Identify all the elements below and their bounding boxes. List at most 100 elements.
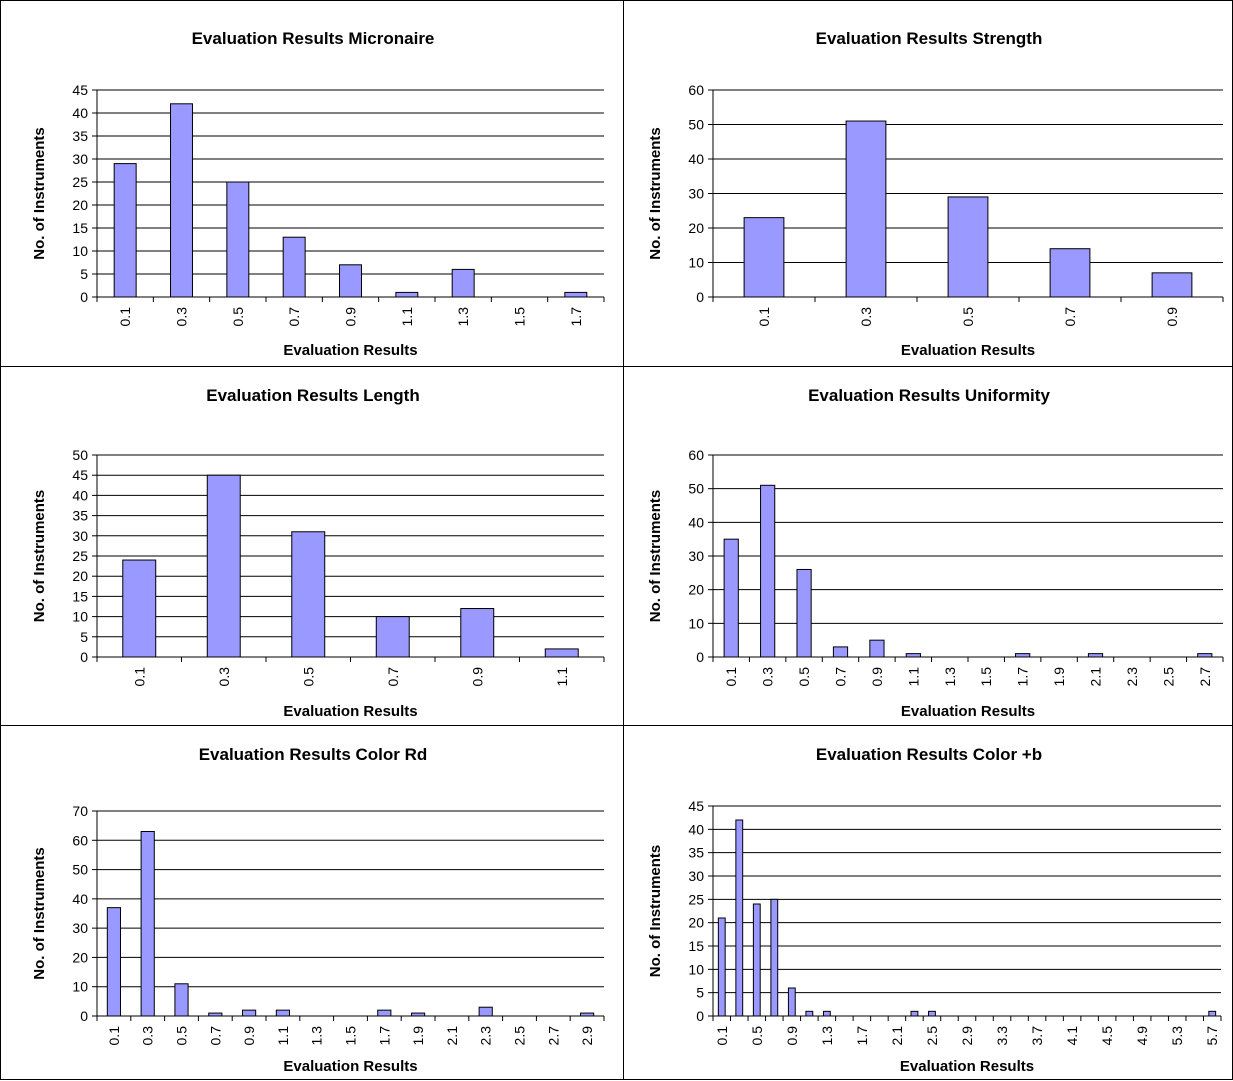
chart-title: Evaluation Results Strength [816,29,1043,48]
bar [928,1010,936,1017]
chart-panel-length: Evaluation Results Length 0 5 10 15 20 25 30 35 4… [0,366,624,726]
x-tick-label: 2.1 [444,1026,460,1046]
y-tick-label: 15 [72,220,88,236]
x-tick-label: 0.9 [343,307,359,327]
y-tick-label: 40 [72,105,88,121]
chart-title: Evaluation Results Uniformity [808,386,1050,405]
y-tick-label: 10 [72,609,88,625]
bar [226,181,250,298]
bar [106,907,121,1017]
y-axis-label: No. of Instruments [31,847,48,980]
x-tick-label: 1.3 [455,307,471,327]
x-tick-label: 2.1 [889,1026,905,1046]
y-tick-label: 20 [688,582,704,598]
bar [377,1009,392,1017]
bar [1087,653,1104,658]
y-tick-label: 45 [688,798,704,814]
y-tick-label: 25 [72,174,88,190]
bar [832,646,849,658]
y-tick-label: 40 [688,151,704,167]
chart-title: Evaluation Results Color +b [816,745,1042,764]
y-tick-label: 20 [72,568,88,584]
x-tick-label: 0.7 [833,667,849,687]
y-tick-label: 10 [688,961,704,977]
x-tick-label: 0.9 [469,667,485,687]
bar [580,1012,595,1017]
x-tick-label: 1.1 [905,667,921,687]
bar [1015,653,1031,658]
y-tick-label: 10 [688,255,704,271]
bar [170,103,193,298]
y-axis-label: No. of Instruments [31,490,48,623]
x-tick-label: 2.7 [545,1026,561,1046]
y-tick-label: 45 [72,82,88,98]
x-tick-label: 3.3 [994,1026,1010,1046]
y-tick-label: 10 [72,979,88,995]
x-tick-label: 0.9 [241,1026,257,1046]
y-tick-label: 20 [688,915,704,931]
x-tick-label: 1.1 [399,307,415,327]
bar [947,196,989,298]
bar [208,1012,223,1017]
x-tick-label: 5.7 [1204,1026,1220,1046]
y-tick-label: 25 [72,548,88,564]
bar [291,531,326,658]
x-tick-label: 1.1 [275,1026,291,1046]
bar [743,217,785,298]
chart-title: Evaluation Results Length [206,386,419,405]
y-tick-label: 45 [72,467,88,483]
y-axis-label: No. of Instruments [647,490,664,623]
y-axis-label: No. of Instruments [31,127,48,260]
bar [796,568,812,658]
x-tick-label: 0.1 [723,667,739,687]
y-tick-label: 30 [688,868,704,884]
chart-color-rd: Evaluation Results Color Rd 0 10 20 30 40 50 60… [31,745,605,1075]
x-tick-label: 2.7 [1197,667,1213,687]
y-tick-label: 15 [72,588,88,604]
chart-title: Evaluation Results Color Rd [199,745,428,764]
y-tick-label: 20 [688,220,704,236]
y-tick-label: 50 [72,862,88,878]
x-tick-label: 1.7 [568,307,584,327]
bar [735,819,744,1017]
bar [478,1006,493,1017]
x-tick-label: 1.3 [819,1026,835,1046]
y-tick-label: 25 [688,891,704,907]
y-tick-label: 0 [80,1008,88,1024]
y-tick-label: 15 [688,938,704,954]
x-tick-label: 1.7 [854,1026,870,1046]
y-tick-label: 20 [72,949,88,965]
bar [723,538,739,658]
bar [282,236,306,298]
x-tick-label: 0.5 [230,307,246,327]
x-tick-label: 0.5 [749,1026,765,1046]
x-tick-label: 5.3 [1169,1026,1185,1046]
x-tick-label: 2.3 [1124,667,1140,687]
x-tick-label: 0.1 [131,667,147,687]
x-tick-label: 0.7 [207,1026,223,1046]
x-tick-label: 0.9 [1164,307,1180,327]
x-tick-label: 1.3 [309,1026,325,1046]
bar [451,268,475,298]
y-tick-label: 50 [688,481,704,497]
x-tick-label: 0.3 [174,307,190,327]
x-tick-label: 2.3 [478,1026,494,1046]
x-tick-label: 1.5 [978,667,994,687]
x-tick-label: 0.1 [117,307,133,327]
x-tick-label: 0.1 [756,307,772,327]
x-axis-label: Evaluation Results [901,342,1035,359]
bar [760,484,776,658]
x-tick-label: 1.9 [410,1026,426,1046]
x-tick-label: 3.7 [1029,1026,1045,1046]
x-tick-label: 4.5 [1099,1026,1115,1046]
x-tick-label: 4.1 [1064,1026,1080,1046]
chart-panel-micronaire: Evaluation Results Micronaire 0 5 10 15 20 25 3… [0,0,624,367]
x-tick-label: 0.5 [300,667,316,687]
x-tick-label: 0.7 [1062,307,1078,327]
bar [787,987,796,1017]
bar [411,1012,426,1017]
chart-color-b: Evaluation Results Color +b 0 5 10 15 20 25 30 3… [647,745,1222,1075]
y-tick-label: 40 [688,821,704,837]
x-tick-label: 0.3 [760,667,776,687]
chart-micronaire: Evaluation Results Micronaire 0 5 10 15 20 25 3… [31,29,605,359]
